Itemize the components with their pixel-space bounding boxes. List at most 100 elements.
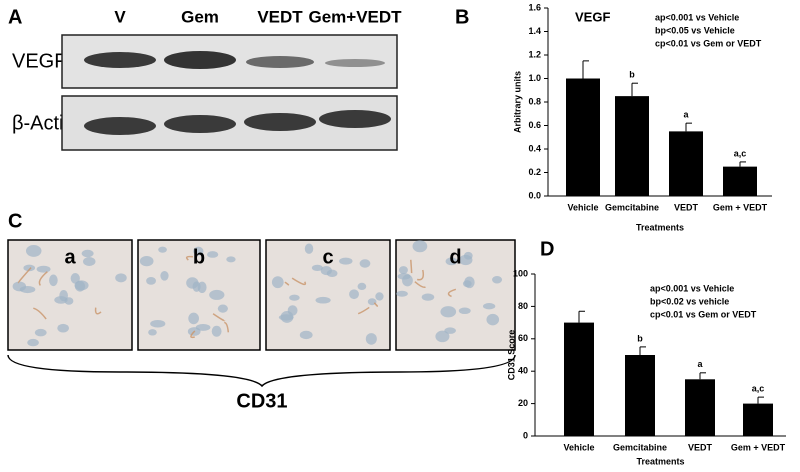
annotation: cp<0.01 vs Gem or VEDT <box>655 38 762 48</box>
cell <box>34 328 47 337</box>
y-tick-label: 1.2 <box>528 49 541 59</box>
stain <box>185 255 193 261</box>
cell <box>160 270 169 281</box>
panel-label: C <box>8 210 22 232</box>
x-axis-label: Treatments <box>636 222 684 232</box>
x-tick-label: Gemcitabine <box>613 442 667 452</box>
stain <box>291 277 307 286</box>
annotation: ap<0.001 vs Vehicle <box>650 283 734 293</box>
cell <box>359 259 371 268</box>
cell <box>226 256 236 263</box>
y-tick-label: 60 <box>518 333 528 343</box>
cell <box>70 273 80 284</box>
caption: CD31 <box>236 390 287 412</box>
image-label: b <box>193 246 205 268</box>
cell <box>36 265 51 273</box>
cell <box>326 269 338 278</box>
micrograph <box>7 239 133 351</box>
cell <box>289 294 300 301</box>
blot-row <box>61 34 398 89</box>
cell <box>440 306 457 318</box>
bar <box>723 166 757 196</box>
x-tick-label: Vehicle <box>563 442 594 452</box>
micrographs: a b c d <box>7 239 516 351</box>
cell <box>464 276 475 289</box>
y-tick-label: 0 <box>523 430 528 440</box>
cell <box>397 273 411 280</box>
image-label: a <box>64 246 76 268</box>
cell <box>23 264 36 272</box>
y-tick-label: 0.4 <box>528 143 541 153</box>
cell <box>357 282 367 291</box>
blot-row <box>61 95 398 151</box>
micrograph <box>265 239 391 351</box>
cell <box>197 281 207 294</box>
cell <box>209 289 225 300</box>
cell <box>25 244 42 257</box>
y-tick-label: 1.6 <box>528 2 541 12</box>
y-tick-label: 40 <box>518 366 528 376</box>
annotation: bp<0.02 vs vehicle <box>650 296 729 306</box>
stain <box>94 307 102 315</box>
brace <box>7 354 516 388</box>
panel-label: B <box>455 6 469 28</box>
cell <box>81 249 94 258</box>
cell <box>396 290 408 297</box>
cell <box>435 330 450 343</box>
image-label: d <box>449 246 461 268</box>
stain <box>373 302 379 307</box>
lane-label: V <box>114 7 126 26</box>
cell <box>207 251 219 258</box>
row-label: VEGF <box>12 50 66 72</box>
cell <box>12 281 27 292</box>
significance: a,c <box>734 148 747 158</box>
y-tick-label: 0.2 <box>528 167 541 177</box>
cell <box>349 289 359 300</box>
cell <box>412 240 428 253</box>
annotation: cp<0.01 vs Gem or VEDT <box>650 309 757 319</box>
y-tick-label: 0.8 <box>528 96 541 106</box>
cell <box>339 257 353 265</box>
bar <box>685 379 715 436</box>
cell <box>458 307 471 315</box>
bar <box>566 78 600 196</box>
stain <box>38 271 48 286</box>
cell <box>217 304 228 313</box>
cell <box>139 256 154 267</box>
x-tick-label: Gemcitabine <box>605 202 659 212</box>
bar <box>615 96 649 196</box>
cell <box>445 257 458 266</box>
stain <box>17 267 32 284</box>
stain <box>357 306 370 315</box>
bar <box>669 131 703 196</box>
cell <box>365 333 377 345</box>
band <box>319 110 391 128</box>
cell <box>158 246 167 253</box>
cell <box>482 303 496 310</box>
row-label: β-Actin <box>12 112 75 134</box>
cell <box>211 325 222 337</box>
stain <box>284 281 290 286</box>
x-tick-label: VEDT <box>674 202 699 212</box>
y-tick-label: 80 <box>518 301 528 311</box>
cell <box>459 254 473 266</box>
band <box>246 56 314 68</box>
cell <box>57 323 69 333</box>
panel-label: D <box>540 238 554 260</box>
band <box>84 117 156 135</box>
cell <box>304 243 314 254</box>
bar <box>743 403 773 436</box>
cell <box>315 296 331 304</box>
y-tick-label: 0.6 <box>528 120 541 130</box>
lane-label: VEDT <box>257 7 303 26</box>
cell <box>83 257 96 266</box>
bar <box>564 322 594 436</box>
bar <box>625 355 655 436</box>
significance: b <box>637 333 643 343</box>
y-tick-label: 1.0 <box>528 73 541 83</box>
x-tick-label: Vehicle <box>567 202 598 212</box>
band <box>325 59 385 67</box>
cell <box>54 296 68 304</box>
cell <box>444 327 456 334</box>
